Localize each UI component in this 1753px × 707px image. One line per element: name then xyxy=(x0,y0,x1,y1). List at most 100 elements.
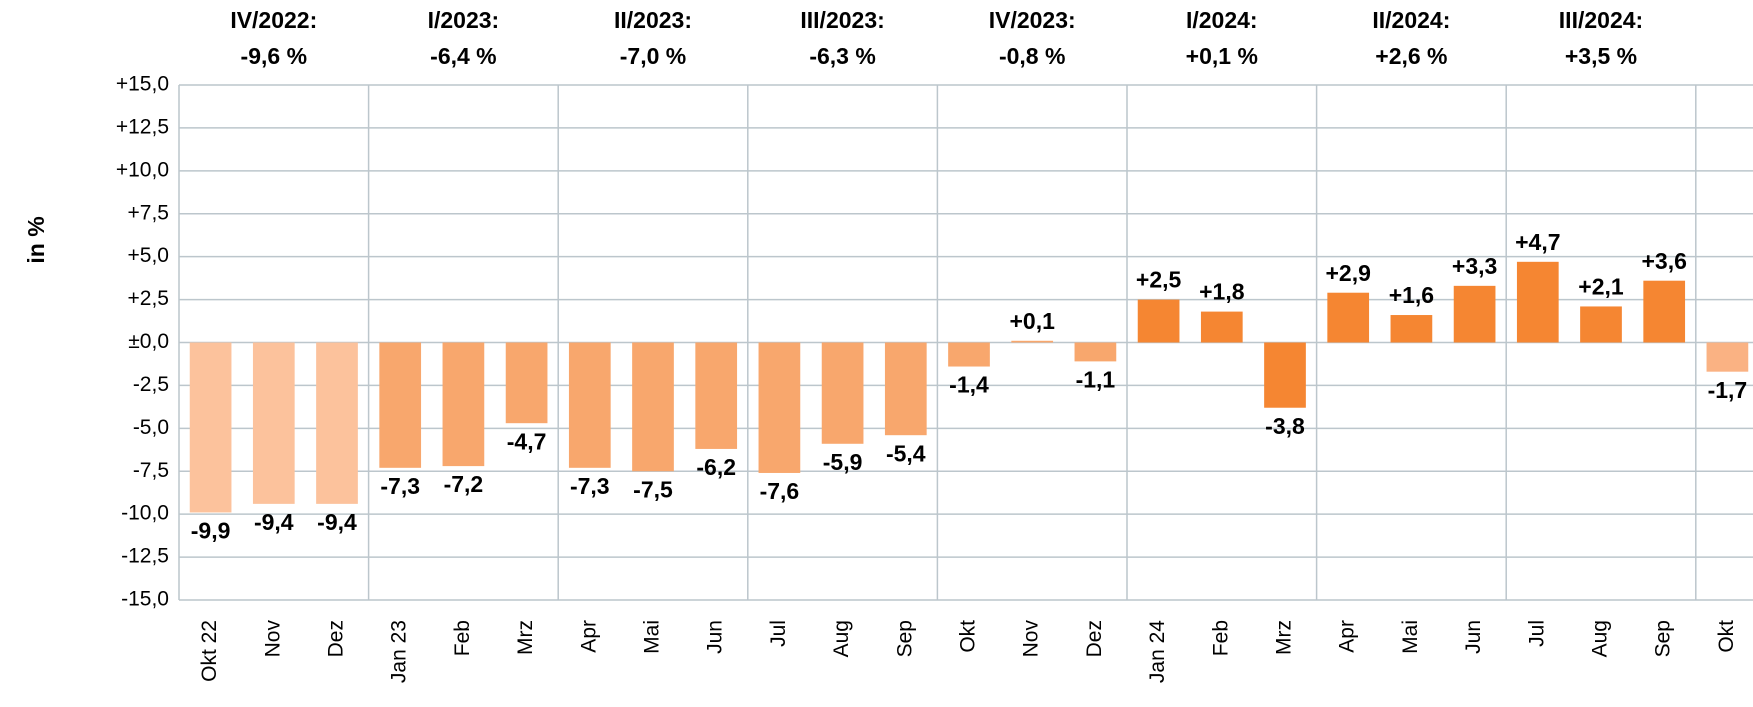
x-tick-label: Apr xyxy=(577,620,600,653)
y-tick-label: -2,5 xyxy=(133,373,169,396)
x-tick-label: Jun xyxy=(704,620,727,654)
x-tick-label: Mai xyxy=(641,620,664,654)
data-label: +3,3 xyxy=(1452,253,1497,279)
x-tick-label: Mai xyxy=(1399,620,1422,654)
y-tick-label: +12,5 xyxy=(116,115,169,138)
data-label: +0,1 xyxy=(1009,308,1055,334)
quarter-period: IV/2023: xyxy=(989,7,1076,33)
x-tick-label: Okt xyxy=(1715,620,1738,653)
data-label: -9,4 xyxy=(254,509,294,535)
data-label: -7,3 xyxy=(570,473,610,499)
bar xyxy=(252,342,295,504)
y-tick-label: +15,0 xyxy=(116,73,169,96)
y-tick-label: +10,0 xyxy=(116,158,169,181)
data-label: -9,9 xyxy=(191,518,231,544)
quarter-change: +3,5 % xyxy=(1565,43,1637,69)
x-tick-label: Nov xyxy=(261,620,284,658)
data-label: +3,6 xyxy=(1641,248,1686,274)
x-tick-label: Nov xyxy=(1020,620,1043,658)
bar xyxy=(884,342,927,436)
bar xyxy=(1327,292,1370,343)
quarter-period: III/2024: xyxy=(1559,7,1643,33)
bar xyxy=(442,342,485,467)
bar xyxy=(695,342,738,449)
bar xyxy=(1390,315,1433,343)
quarter-period: I/2024: xyxy=(1186,7,1258,33)
y-tick-label: +2,5 xyxy=(128,287,169,310)
quarter-change: +0,1 % xyxy=(1186,43,1258,69)
y-tick-label: +5,0 xyxy=(128,244,169,267)
data-label: -9,4 xyxy=(317,509,357,535)
x-tick-label: Jan 24 xyxy=(1146,620,1169,683)
quarter-change: -6,4 % xyxy=(430,43,496,69)
bar xyxy=(1516,261,1559,343)
x-tick-label: Feb xyxy=(451,620,474,656)
y-tick-label: -12,5 xyxy=(121,545,169,568)
y-axis-label: in % xyxy=(23,216,49,263)
x-tick-label: Aug xyxy=(830,620,853,657)
y-tick-label: +7,5 xyxy=(128,201,169,224)
x-tick-label: Jul xyxy=(767,620,790,647)
x-tick-label: Mrz xyxy=(514,620,537,655)
data-label: +2,1 xyxy=(1578,274,1624,300)
data-label: -7,3 xyxy=(380,473,420,499)
bar xyxy=(948,342,990,367)
quarter-change: -0,8 % xyxy=(999,43,1065,69)
quarter-period: III/2023: xyxy=(800,7,884,33)
y-tick-label: -5,0 xyxy=(133,416,169,439)
x-tick-label: Aug xyxy=(1589,620,1612,657)
x-tick-label: Dez xyxy=(325,620,348,657)
bar xyxy=(632,342,674,472)
data-label: +2,9 xyxy=(1325,260,1370,286)
data-label: +1,6 xyxy=(1389,282,1434,308)
quarter-period: II/2024: xyxy=(1372,7,1450,33)
bar xyxy=(1453,285,1496,343)
x-tick-label: Mrz xyxy=(1273,620,1296,655)
data-label: -1,4 xyxy=(949,372,989,398)
x-tick-label: Okt xyxy=(957,620,980,653)
data-label: -1,7 xyxy=(1708,377,1748,403)
quarter-period: II/2023: xyxy=(614,7,692,33)
data-label: -5,4 xyxy=(886,440,926,466)
x-tick-label: Dez xyxy=(1083,620,1106,657)
x-tick-label: Jun xyxy=(1462,620,1485,654)
x-tick-label: Sep xyxy=(893,620,916,657)
quarter-change: -6,3 % xyxy=(809,43,875,69)
quarter-change: -9,6 % xyxy=(241,43,307,69)
data-label: -4,7 xyxy=(507,428,547,454)
y-tick-label: -15,0 xyxy=(121,588,169,611)
bar xyxy=(1580,306,1622,343)
y-tick-label: -7,5 xyxy=(133,459,169,482)
data-label: -7,2 xyxy=(444,471,484,497)
x-tick-label: Feb xyxy=(1209,620,1232,656)
data-label: -6,2 xyxy=(696,454,736,480)
x-tick-label: Jul xyxy=(1525,620,1548,647)
data-label: +4,7 xyxy=(1515,229,1560,255)
quarter-period: IV/2022: xyxy=(230,7,317,33)
bar xyxy=(1074,342,1117,362)
quarter-change: -7,0 % xyxy=(620,43,686,69)
data-label: +2,5 xyxy=(1136,267,1182,293)
bar xyxy=(379,342,422,468)
data-label: -1,1 xyxy=(1076,366,1116,392)
x-tick-label: Apr xyxy=(1336,620,1359,653)
x-tick-label: Sep xyxy=(1652,620,1675,657)
y-tick-label: ±0,0 xyxy=(128,330,169,353)
bar xyxy=(1643,280,1686,343)
x-tick-label: Jan 23 xyxy=(388,620,411,683)
data-label: -3,8 xyxy=(1265,413,1305,439)
bar xyxy=(316,342,358,504)
bar xyxy=(189,342,232,513)
bar xyxy=(821,342,864,444)
x-tick-label: Okt 22 xyxy=(198,620,221,682)
y-tick-label: -10,0 xyxy=(121,502,169,525)
bar xyxy=(758,342,801,473)
bar xyxy=(1011,340,1054,343)
quarter-change: +2,6 % xyxy=(1375,43,1447,69)
quarter-period: I/2023: xyxy=(428,7,500,33)
bar xyxy=(1137,299,1180,343)
data-label: -7,6 xyxy=(760,478,800,504)
bar xyxy=(505,342,548,424)
data-label: +1,8 xyxy=(1199,279,1245,305)
